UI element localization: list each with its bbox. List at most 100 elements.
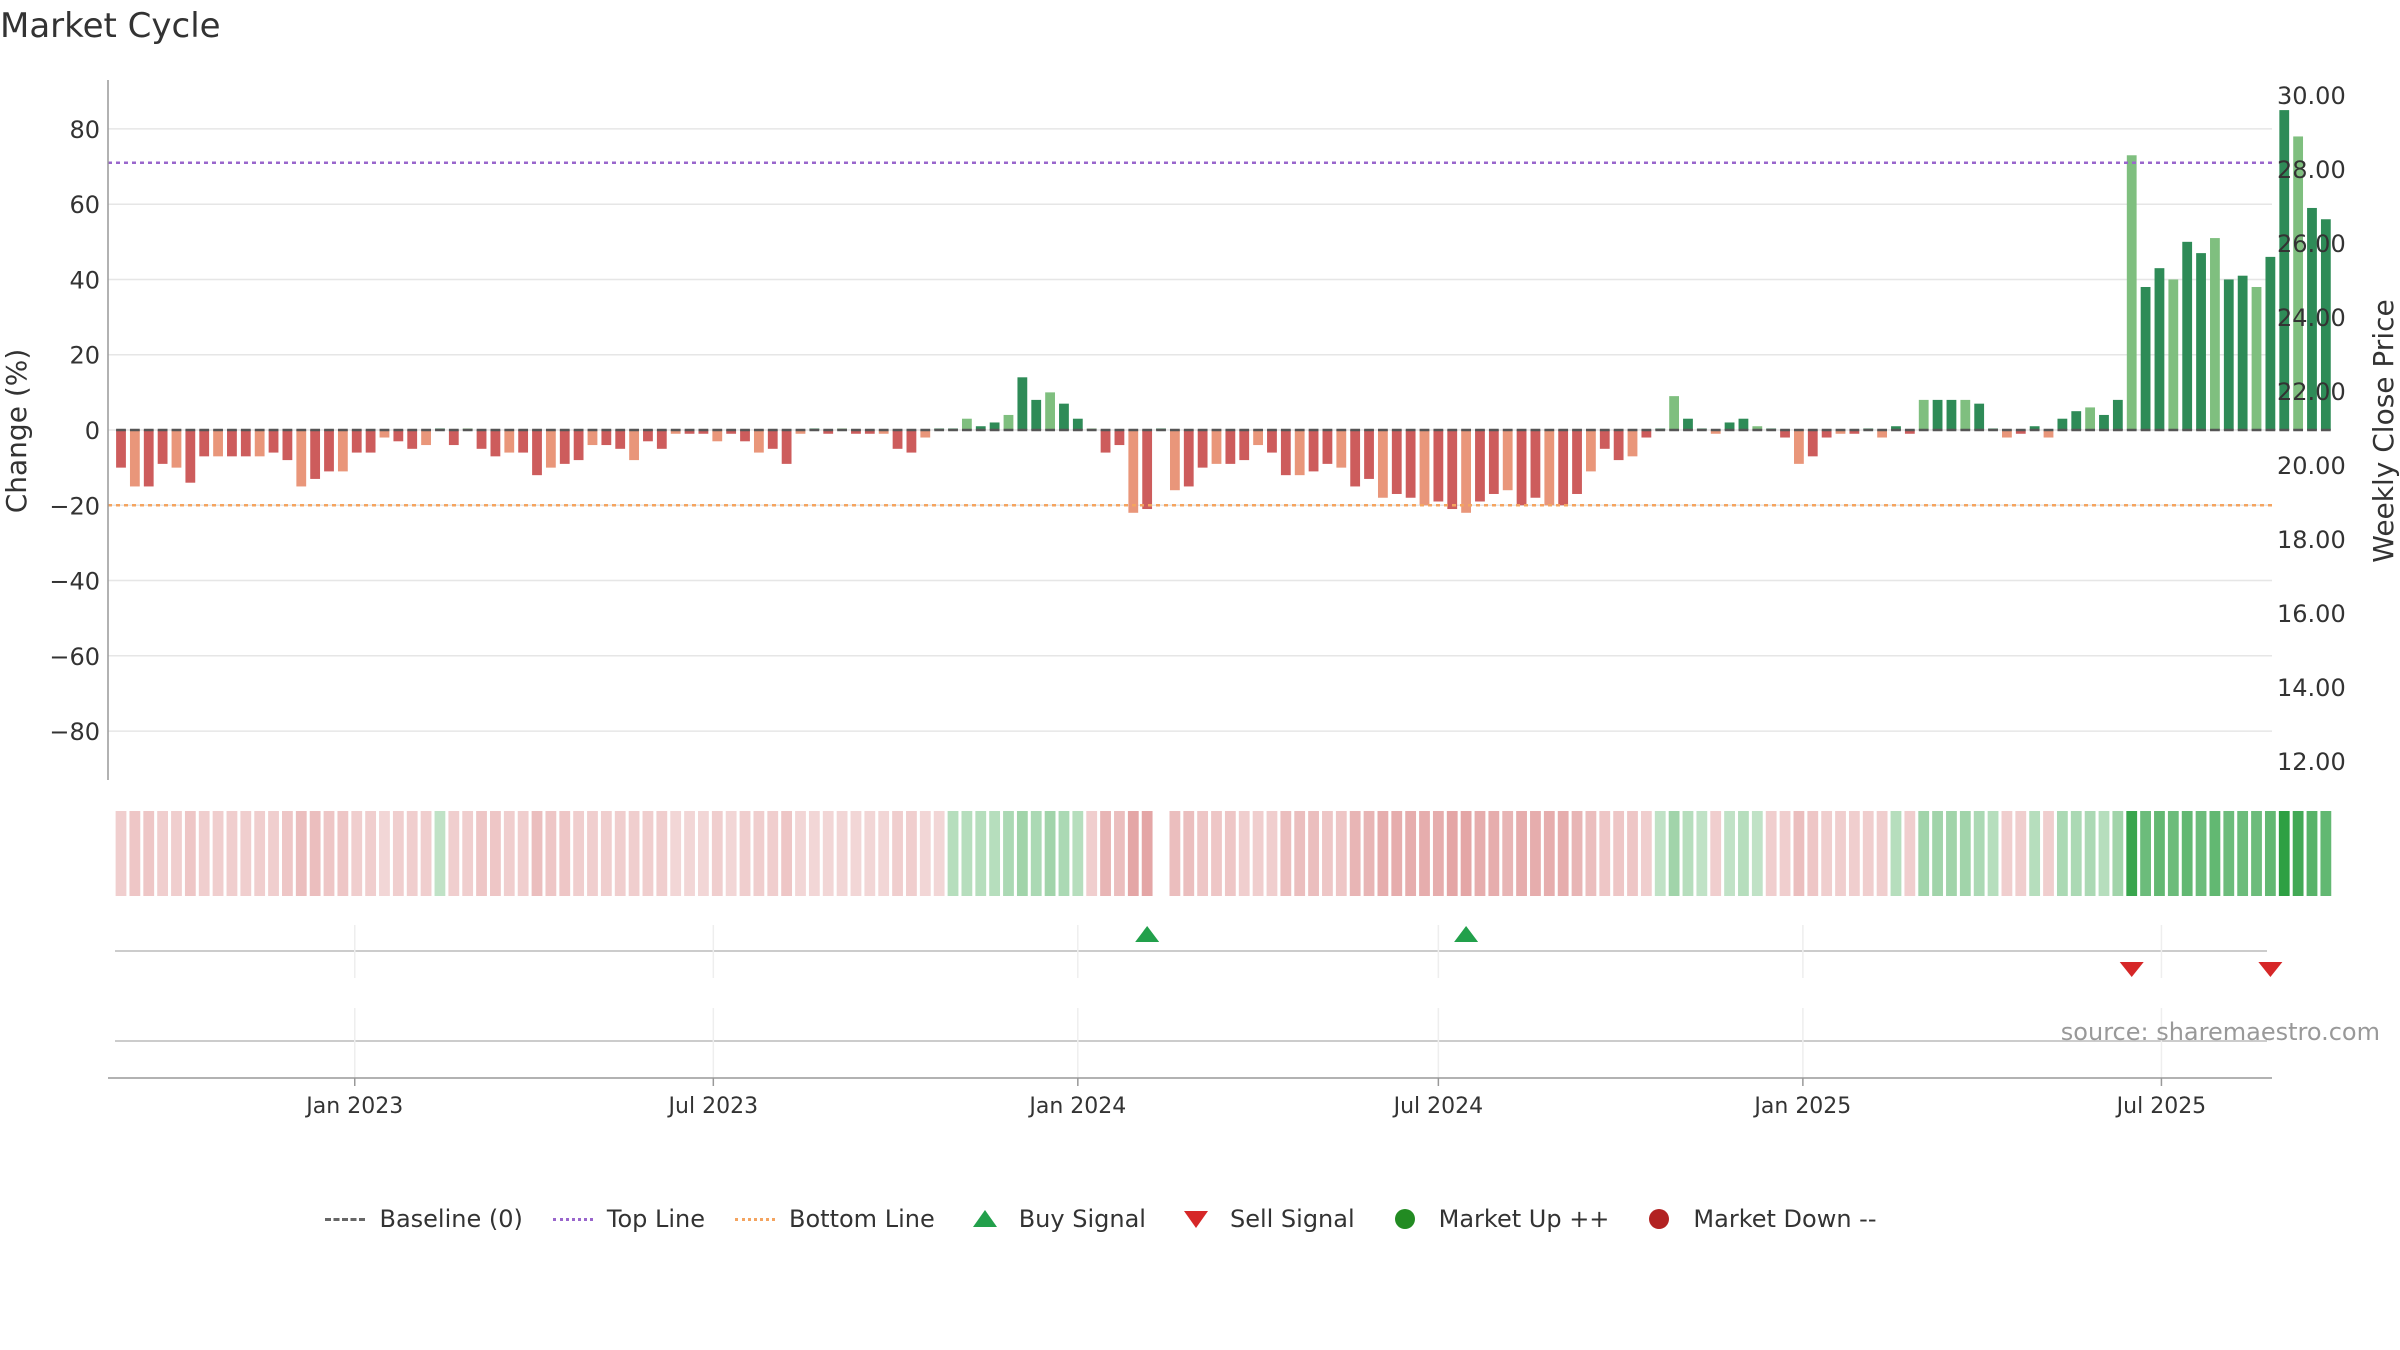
change-bar [171,430,182,468]
change-bar [379,430,390,438]
strength-cell [1419,811,1430,896]
y-tick-label-right: 12.00 [2277,748,2346,776]
legend-item-baseline[interactable]: Baseline (0) [323,1205,523,1233]
strength-cell [850,811,862,896]
y-tick-label: −60 [49,643,100,671]
strength-cell [1016,811,1028,896]
strength-cell [2292,811,2304,896]
legend-item-buy-signal[interactable]: Buy Signal [963,1205,1146,1233]
strength-cell [1682,811,1694,896]
strength-cell [1197,811,1209,896]
change-bar [1100,430,1111,453]
y-tick-label-right: 26.00 [2277,230,2346,258]
change-bar [1516,430,1527,506]
strength-cell [933,811,945,896]
change-bar [1724,422,1735,430]
legend-item-top-line[interactable]: Top Line [551,1205,705,1233]
strength-cell [2209,811,2221,896]
strength-cell [2251,811,2262,896]
change-bar [989,422,1000,430]
strength-cell [1654,811,1666,896]
change-bar [1128,430,1139,513]
change-bar [1877,430,1888,438]
strength-cell [323,811,335,896]
y-tick-label-right: 28.00 [2277,156,2346,184]
change-bar [1904,430,1915,434]
strength-cell [600,811,612,896]
strength-cell [1460,811,1472,896]
strength-cell [406,811,418,896]
legend-item-sell-signal[interactable]: Sell Signal [1174,1205,1355,1233]
change-bar [920,430,931,438]
legend-item-bottom-line[interactable]: Bottom Line [733,1205,935,1233]
buy-signal-marker [1454,926,1479,942]
change-bar [324,430,334,472]
change-bar [1918,399,1929,430]
strength-cell [1918,811,1930,896]
change-bar [1308,430,1319,472]
change-bar [1142,430,1153,510]
strength-cell [337,811,349,896]
signals-panel [115,925,2283,978]
x-axis: Jan 2023 Jul 2023 Jan 2024 Jul 2024 Jan 2025… [108,1008,2272,1119]
change-bar [2223,279,2234,430]
strength-cell [517,811,529,896]
change-bar [407,430,418,449]
strength-cell [2140,811,2151,896]
change-bar [1683,418,1693,430]
legend-item-market-down[interactable]: Market Down -- [1637,1205,1877,1233]
change-bar [1738,418,1749,430]
strength-cell [434,811,446,896]
change-bar [1045,392,1055,430]
change-bar [1780,430,1790,438]
strength-cell [1100,811,1111,896]
strength-cell [684,811,695,896]
x-tick-label: Jul 2024 [1392,1094,1484,1119]
buy-signal-marker [1135,926,1160,942]
change-bar [1336,430,1347,468]
change-bar [1461,430,1471,513]
strength-cell [2112,811,2124,896]
change-bar [1932,399,1943,430]
change-bar [1946,399,1957,430]
strength-cell [906,811,917,896]
change-bar [1350,430,1361,487]
change-bar [1280,430,1291,476]
strength-cell [1987,811,1999,896]
change-bar [684,430,695,434]
strength-cell [587,811,598,896]
change-bar [2071,411,2082,430]
change-bar [1239,430,1250,461]
strength-cell [1349,811,1361,896]
legend-label: Market Down -- [1693,1205,1877,1233]
strength-cell [198,811,210,896]
legend-item-market-up[interactable]: Market Up ++ [1383,1205,1609,1233]
change-bar [2307,207,2317,430]
change-bar [2320,219,2331,430]
change-bar [2293,136,2304,431]
change-bar [1031,399,1042,430]
strength-cell [2126,811,2138,896]
strength-cell [254,811,266,896]
strength-cell [670,811,682,896]
change-bar [643,430,653,442]
axes: 80 60 40 20 0 −20 −40 −60 −80 30.00 28.00 26.00 24.0… [49,80,2346,780]
change-bar [143,430,154,487]
change-bar [878,430,889,434]
strength-cell [365,811,377,896]
change-bar [1502,430,1513,491]
change-bar [823,430,834,434]
y-tick-label-right: 24.00 [2277,304,2346,332]
strength-cell [1377,811,1389,896]
y-tick-label: 80 [69,116,100,144]
strength-cell [1668,811,1680,896]
strength-cell [2320,811,2332,896]
change-bar [1627,430,1638,457]
strength-cell [1058,811,1070,896]
sell-signal-marker [2119,962,2144,977]
strength-cell [2043,811,2054,896]
strength-cell [1876,811,1888,896]
change-bar [2265,256,2276,430]
change-bar [157,430,168,464]
legend-label: Sell Signal [1229,1205,1355,1233]
